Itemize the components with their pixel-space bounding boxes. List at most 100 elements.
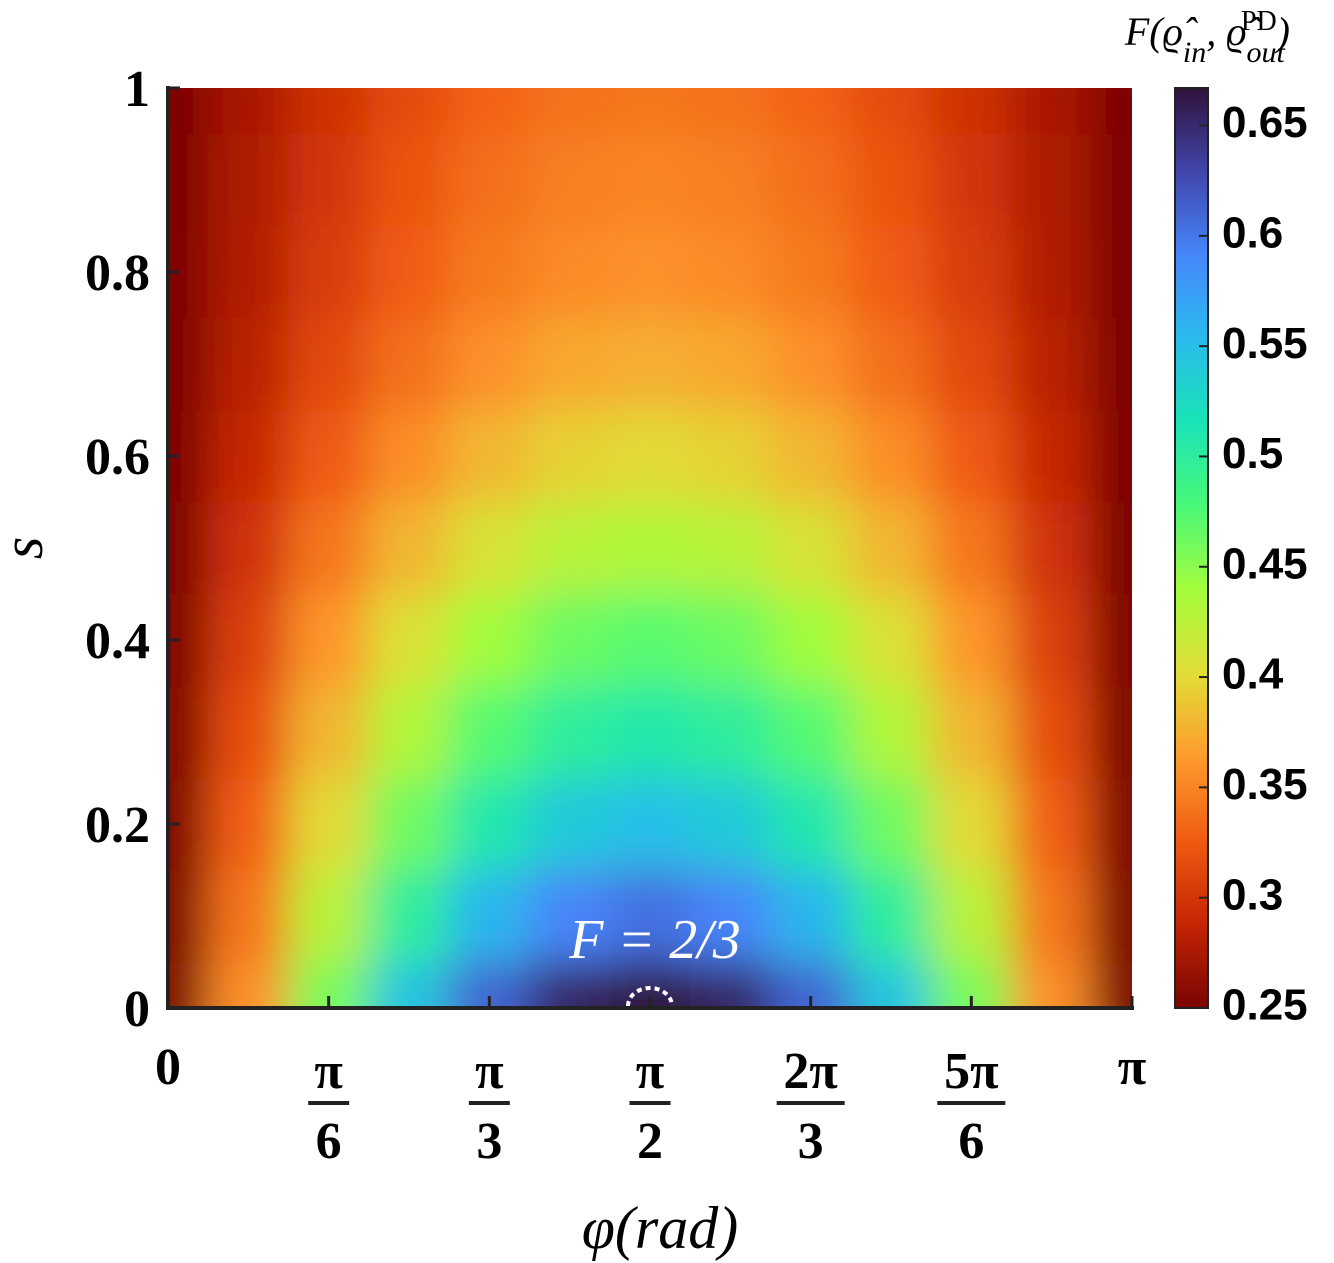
contour-cell: [207, 685, 289, 779]
colorbar-label-part: out: [1247, 36, 1286, 69]
contour-cell: [609, 777, 691, 871]
contour-cell: [529, 593, 611, 687]
contour-cell: [207, 777, 289, 871]
contour-cell: [529, 869, 611, 963]
contour-cell: [1091, 593, 1132, 687]
contour-cell: [609, 869, 691, 963]
contour-cell: [770, 409, 852, 503]
contour-cell: [609, 133, 691, 227]
contour-cell: [207, 869, 289, 963]
contour-cell: [368, 409, 450, 503]
contour-cell: [368, 88, 450, 135]
contour-cell: [1011, 593, 1093, 687]
contour-cell: [930, 593, 1012, 687]
contour-cell: [930, 409, 1012, 503]
contour-cell: [368, 869, 450, 963]
contour-cell: [529, 317, 611, 411]
contour-cell: [1011, 88, 1093, 135]
contour-cell: [288, 501, 370, 595]
contour-cell: [689, 777, 771, 871]
x-axis-label: φ(rad): [582, 1195, 739, 1261]
colorbar-tick-label: 0.35: [1222, 760, 1308, 809]
contour-cell: [448, 685, 530, 779]
colorbar-label-part: F(: [1124, 9, 1165, 54]
contour-cell: [609, 685, 691, 779]
contour-cell: [1011, 225, 1093, 319]
contour-cell: [448, 409, 530, 503]
contour-cell: [770, 501, 852, 595]
contour-cell: [529, 409, 611, 503]
contour-cell: [1011, 409, 1093, 503]
contour-cell: [609, 317, 691, 411]
contour-cell: [850, 961, 932, 1008]
contour-cell: [689, 225, 771, 319]
contour-cell: [168, 501, 209, 595]
contour-cell: [930, 685, 1012, 779]
contour-cell: [770, 593, 852, 687]
contour-cell: [448, 869, 530, 963]
contour-cell: [1011, 961, 1093, 1008]
contour-cell: [529, 777, 611, 871]
contour-cell: [207, 133, 289, 227]
level-curve: [626, 986, 674, 1007]
x-tick-label: 2π 3: [783, 1043, 838, 1170]
contour-cell: [1091, 961, 1132, 1008]
contour-cell: [448, 777, 530, 871]
contour-cell: [288, 409, 370, 503]
contour-cell: [368, 225, 450, 319]
contour-cell: [448, 317, 530, 411]
contour-cell: [529, 501, 611, 595]
contour-cell: [368, 133, 450, 227]
colorbar-label-part: ,: [1206, 9, 1226, 54]
contour-cell: [689, 133, 771, 227]
contour-cell: [930, 869, 1012, 963]
contour-cell: [850, 593, 932, 687]
contour-cell: [288, 317, 370, 411]
contour-cell: [1091, 317, 1132, 411]
contour-cell: [689, 869, 771, 963]
contour-cell: [930, 777, 1012, 871]
contour-cell: [368, 501, 450, 595]
y-tick-label: 1: [124, 61, 150, 118]
contour-cell: [448, 133, 530, 227]
y-tick-label: 0.2: [85, 797, 150, 854]
colorbar-tick-label: 0.65: [1222, 98, 1308, 147]
contour-cell: [1091, 133, 1132, 227]
y-tick-label: 0: [124, 981, 150, 1038]
contour-cell: [930, 225, 1012, 319]
contour-cell: [850, 777, 932, 871]
contour-cell: [288, 777, 370, 871]
colorbar-label: F(ϱ̂in, ϱ̂outPD): [1124, 6, 1290, 69]
colorbar-label-part: PD: [1241, 6, 1277, 37]
contour-cell: [168, 317, 209, 411]
contour-cell: [207, 317, 289, 411]
contour-cell: [207, 409, 289, 503]
annotation: F = 2/3: [568, 909, 741, 971]
contour-cell: [770, 869, 852, 963]
colorbar-tick-label: 0.25: [1222, 981, 1308, 1030]
contour-cell: [207, 961, 289, 1008]
contour-cell: [168, 961, 209, 1008]
contour-cell: [930, 133, 1012, 227]
colorbar-label-part: in: [1183, 36, 1206, 69]
contour-cell: [368, 593, 450, 687]
contour-cell: [529, 685, 611, 779]
colorbar-tick-label: 0.4: [1222, 650, 1284, 699]
contour-cell: [689, 88, 771, 135]
contour-cell: [1091, 88, 1132, 135]
contour-cell: [1091, 869, 1132, 963]
contour-cell: [448, 501, 530, 595]
contour-cell: [689, 317, 771, 411]
contour-cell: [770, 317, 852, 411]
contour-cell: [1011, 869, 1093, 963]
contour-cell: [168, 869, 209, 963]
contour-cell: [609, 409, 691, 503]
contour-cell: [850, 317, 932, 411]
contour-cell: [850, 225, 932, 319]
y-axis-label: s: [0, 537, 55, 560]
plot-area: [168, 88, 1132, 1008]
contour-cell: [288, 869, 370, 963]
